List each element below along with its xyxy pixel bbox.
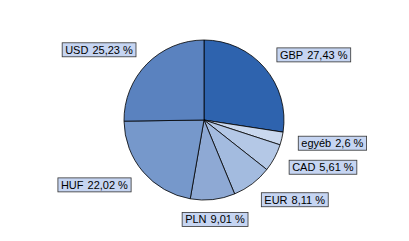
value: 8,11 % [292, 194, 326, 206]
category: EUR [264, 194, 287, 206]
label-text: USD 25,23 % [65, 44, 133, 56]
labels: GBP 27,43 % egyéb 2,6 % CAD 5,61 % EUR 8,11 % PL… [58, 43, 367, 227]
category: GBP [280, 49, 303, 61]
data-label: GBP 27,43 % [277, 48, 351, 62]
label-box [58, 178, 131, 192]
category: HUF [61, 179, 84, 191]
data-label: USD 25,23 % [62, 43, 136, 57]
category: egyéb [301, 137, 331, 149]
data-label: CAD 5,61 % [289, 160, 357, 174]
label-box [261, 193, 328, 207]
slice [204, 40, 284, 132]
label-text: GBP 27,43 % [280, 49, 348, 61]
label-box [277, 48, 351, 62]
data-label: egyéb 2,6 % [298, 136, 366, 150]
label-box [298, 136, 366, 150]
value: 22,02 % [88, 179, 129, 191]
label-text: HUF 22,02 % [61, 179, 128, 191]
label-box [289, 160, 357, 174]
slices [124, 40, 284, 200]
label-text: CAD 5,61 % [292, 161, 354, 173]
label-text: PLN 9,01 % [185, 213, 245, 225]
data-label: HUF 22,02 % [58, 178, 131, 192]
category: PLN [185, 213, 206, 225]
data-label: PLN 9,01 % [182, 212, 248, 226]
category: CAD [292, 161, 315, 173]
value: 5,61 % [319, 161, 353, 173]
value: 25,23 % [92, 44, 133, 56]
chart: GBP 27,43 % egyéb 2,6 % CAD 5,61 % EUR 8,11 % PL… [0, 0, 409, 241]
label-box [62, 43, 136, 57]
label-text: EUR 8,11 % [264, 194, 325, 206]
slice [124, 120, 204, 199]
category: USD [65, 44, 88, 56]
value: 2,6 % [335, 137, 363, 149]
value: 9,01 % [211, 213, 245, 225]
label-text: egyéb 2,6 % [301, 137, 363, 149]
label-box [182, 212, 248, 226]
data-label: EUR 8,11 % [261, 193, 328, 207]
value: 27,43 % [307, 49, 348, 61]
